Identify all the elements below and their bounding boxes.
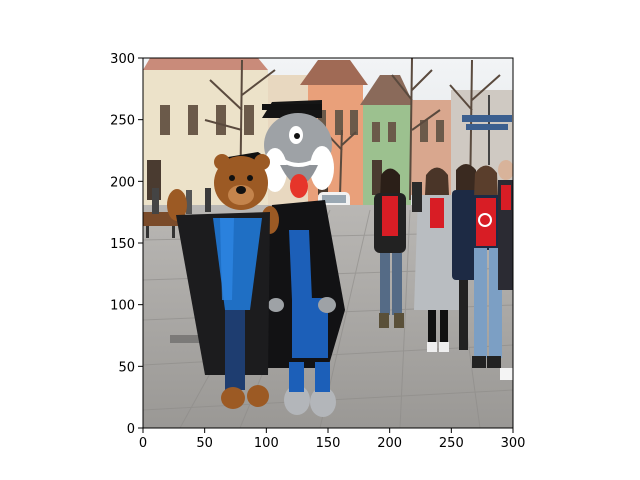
y-tick-label: 150 bbox=[110, 237, 135, 252]
x-tick-label: 250 bbox=[439, 436, 464, 451]
x-tick-label: 200 bbox=[377, 436, 402, 451]
x-axis: 0 50 100 150 200 250 300 bbox=[139, 428, 526, 451]
y-tick-label: 200 bbox=[110, 175, 135, 190]
street-sign bbox=[462, 95, 512, 165]
y-tick-label: 0 bbox=[127, 422, 135, 437]
wolf-mascot bbox=[262, 100, 345, 417]
x-tick-label: 100 bbox=[254, 436, 279, 451]
x-tick-label: 300 bbox=[501, 436, 526, 451]
bear-mascot bbox=[167, 152, 279, 409]
x-tick-label: 150 bbox=[316, 436, 341, 451]
y-tick-label: 100 bbox=[110, 299, 135, 314]
photo bbox=[143, 58, 513, 428]
y-axis: 0 50 100 150 200 250 300 bbox=[110, 52, 143, 437]
bench bbox=[143, 212, 178, 238]
students-group bbox=[152, 160, 513, 380]
y-tick-label: 250 bbox=[110, 114, 135, 129]
y-tick-label: 300 bbox=[110, 52, 135, 67]
x-tick-label: 0 bbox=[139, 436, 147, 451]
y-tick-label: 50 bbox=[118, 360, 135, 375]
x-tick-label: 50 bbox=[196, 436, 213, 451]
